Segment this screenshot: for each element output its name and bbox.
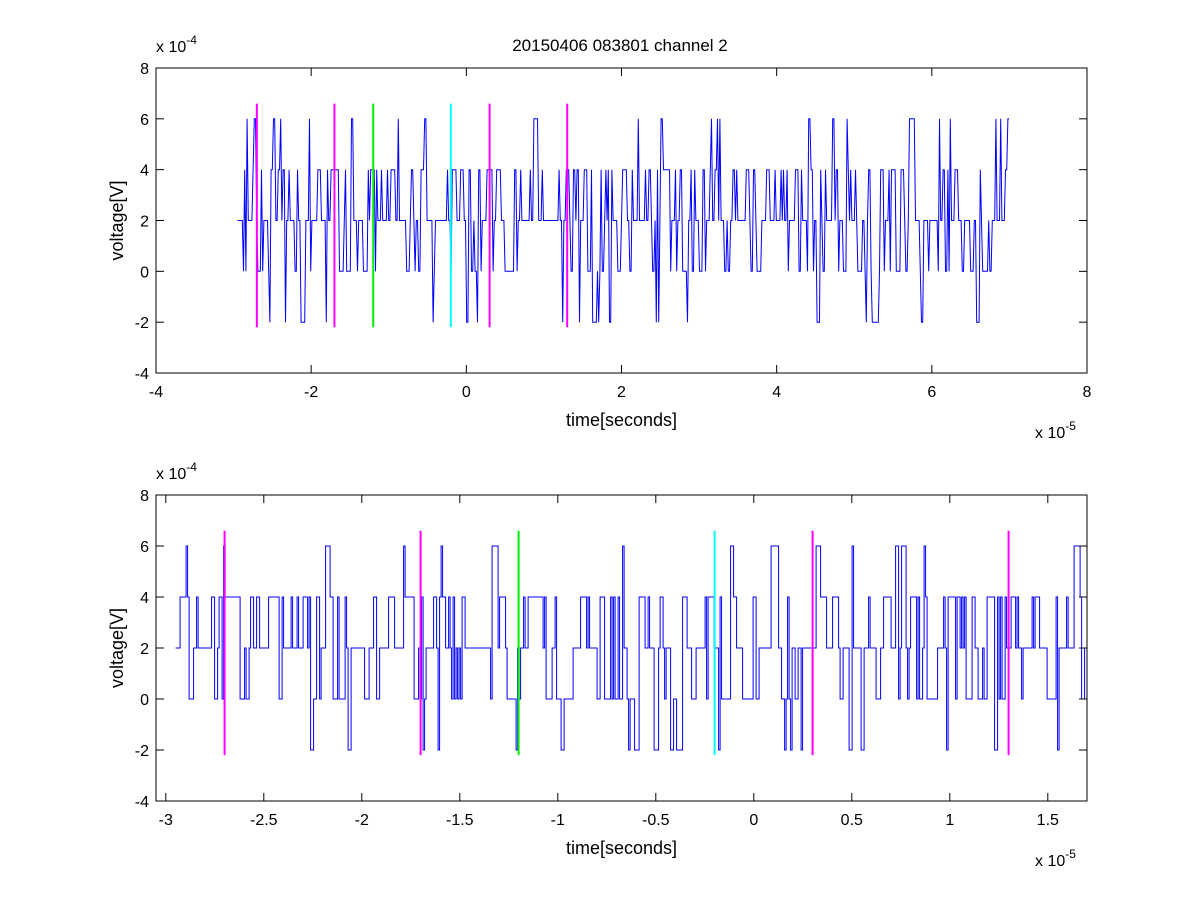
x-tick-label: 4 (772, 384, 781, 401)
y-tick-label: 4 (140, 590, 149, 607)
x-tick-label: -0.5 (642, 812, 670, 829)
x-tick-label: 1.5 (1037, 812, 1059, 829)
y-tick-label: 4 (140, 163, 149, 180)
x-axis-label: time[seconds] (566, 838, 677, 858)
x-exponent-label: x 10-5 (1035, 419, 1076, 442)
y-tick-label: 2 (140, 214, 149, 231)
y-tick-label: 6 (140, 112, 149, 129)
x-axis-label: time[seconds] (566, 410, 677, 430)
x-exponent-base: x 10 (1035, 425, 1065, 442)
signal-trace (175, 545, 1088, 751)
x-tick-label: -1.5 (446, 812, 474, 829)
y-tick-label: -2 (135, 743, 149, 760)
x-tick-label: 0.5 (841, 812, 863, 829)
y-tick-label: 8 (140, 61, 149, 78)
y-exponent-label: x 10-4 (156, 460, 197, 483)
y-exponent-base: x 10 (156, 466, 186, 483)
x-tick-label: -3 (159, 812, 173, 829)
y-tick-label: 0 (140, 264, 149, 281)
x-tick-label: 6 (927, 384, 936, 401)
axes-2: -3 -2.5 -2 -1.5 -1 -0.5 0 0.5 1 1.5 -4 -2 0 2 4 6 8 time[… (107, 460, 1088, 870)
x-exponent-label: x 10-5 (1035, 847, 1076, 870)
y-tick-label: -4 (135, 366, 149, 383)
y-axis-label: voltage[V] (107, 180, 127, 260)
y-tick-label: 2 (140, 641, 149, 658)
x-tick-label: 0 (462, 384, 471, 401)
y-tick-label: -2 (135, 315, 149, 332)
x-tick-label: -2 (355, 812, 369, 829)
figure-title: 20150406 083801 channel 2 (512, 36, 728, 55)
x-tick-label: -2 (304, 384, 318, 401)
x-exponent-power: -5 (1065, 847, 1076, 861)
x-tick-label: -1 (551, 812, 565, 829)
y-exponent-power: -4 (186, 33, 197, 47)
x-tick-label: 8 (1083, 384, 1092, 401)
x-tick-label: 2 (617, 384, 626, 401)
x-exponent-base: x 10 (1035, 853, 1065, 870)
x-tick-label: -4 (149, 384, 163, 401)
y-tick-label: 6 (140, 539, 149, 556)
y-exponent-power: -4 (186, 460, 197, 474)
y-tick-label: 0 (140, 692, 149, 709)
y-tick-label: 8 (140, 488, 149, 505)
y-exponent-label: x 10-4 (156, 33, 197, 56)
y-exponent-base: x 10 (156, 39, 186, 56)
x-tick-label: 0 (749, 812, 758, 829)
y-tick-label: -4 (135, 794, 149, 811)
axes-1: -4 -2 0 2 4 6 8 -4 -2 0 2 4 6 8 time[seconds] voltage[V… (107, 33, 1092, 442)
signal-trace (237, 118, 1010, 323)
x-tick-label: 1 (945, 812, 954, 829)
x-tick-label: -2.5 (250, 812, 278, 829)
x-exponent-power: -5 (1065, 419, 1076, 433)
y-axis-label: voltage[V] (107, 608, 127, 688)
